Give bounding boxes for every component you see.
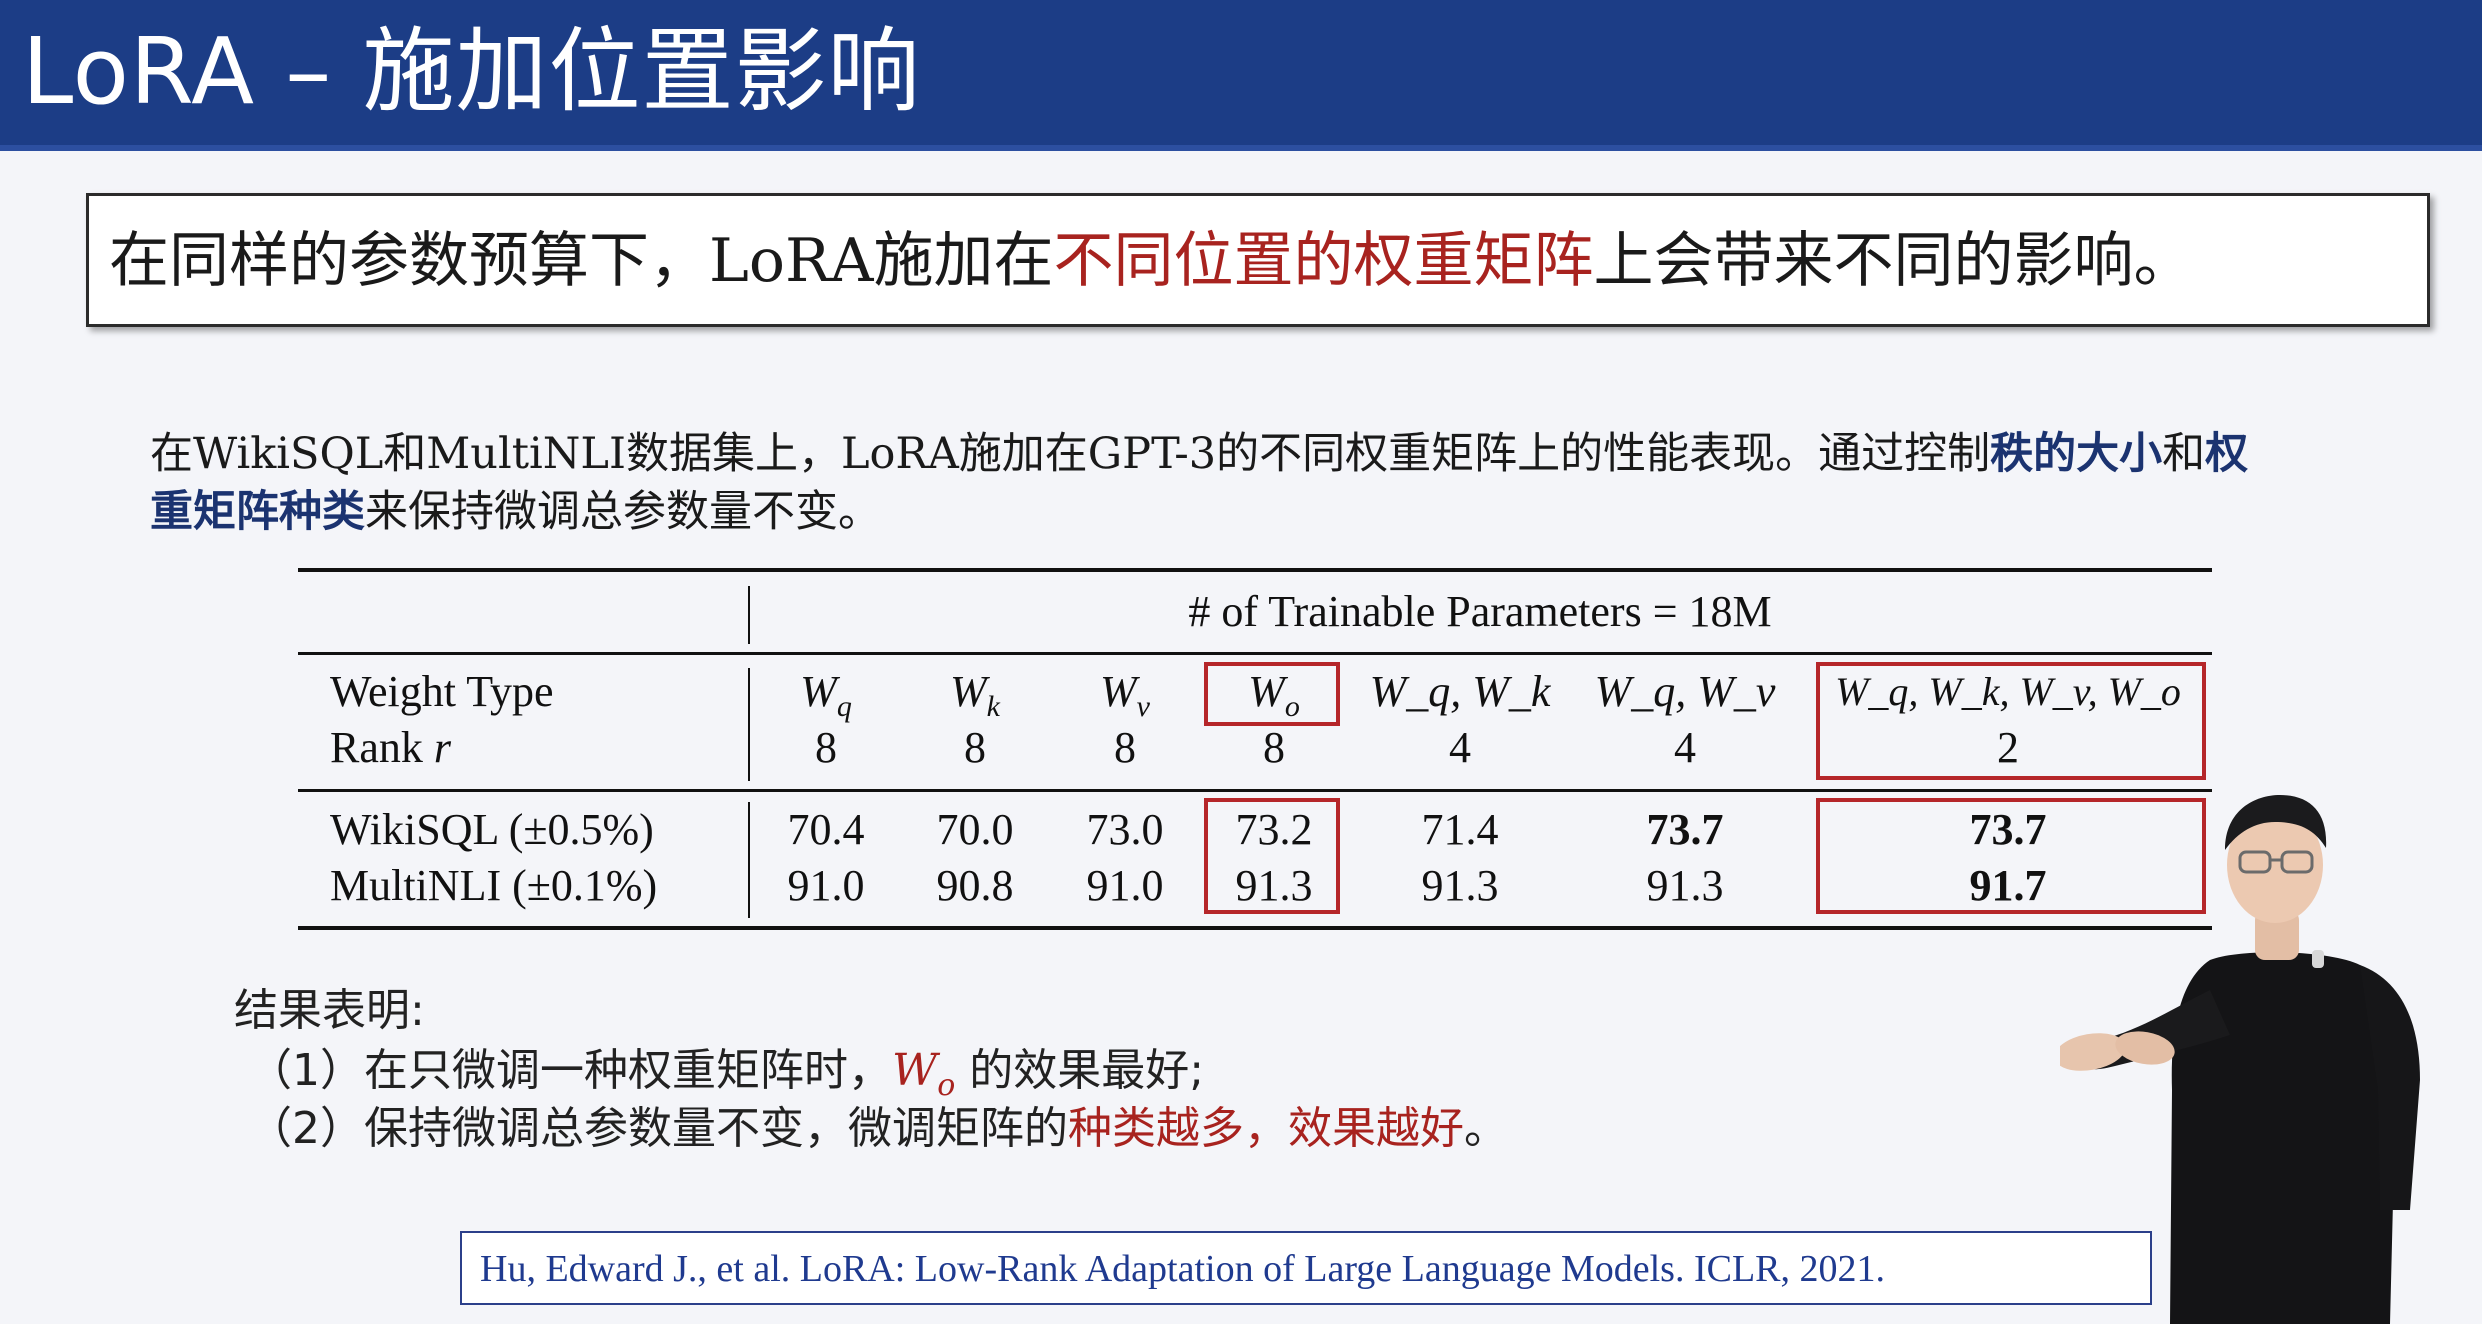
conclusion-item-2: （2）保持微调总参数量不变，微调矩阵的种类越多，效果越好。	[248, 1100, 1508, 1158]
conclusion-1-w: Wo	[892, 1045, 955, 1103]
description-part2: 和	[2162, 429, 2206, 479]
statement-before: 在同样的参数预算下，LoRA施加在	[109, 226, 1054, 296]
statement-box: 在同样的参数预算下，LoRA施加在不同位置的权重矩阵上会带来不同的影响。	[86, 193, 2430, 327]
slide-title: LoRA – 施加位置影响	[22, 18, 921, 125]
citation-text: Hu, Edward J., et al. LoRA: Low-Rank Ada…	[480, 1248, 1886, 1290]
presenter-figure-icon	[2060, 795, 2420, 1324]
conclusion-2-highlight: 种类越多，效果越好	[1068, 1103, 1464, 1154]
conclusion-2-suffix: 。	[1464, 1103, 1508, 1154]
statement-text: 在同样的参数预算下，LoRA施加在不同位置的权重矩阵上会带来不同的影响。	[109, 226, 2193, 296]
conclusion-1-w-symbol: W	[892, 1045, 938, 1096]
description-part1: 在WikiSQL和MultiNLI数据集上，LoRA施加在GPT-3的不同权重矩…	[150, 429, 1991, 479]
conclusion-1-w-subscript: o	[937, 1067, 956, 1103]
description-part3: 来保持微调总参数量不变。	[365, 487, 881, 537]
title-bar: LoRA – 施加位置影响	[0, 0, 2482, 151]
conclusion-item-1: （1）在只微调一种权重矩阵时，Wo 的效果最好;	[248, 1042, 1204, 1115]
conclusions-heading: 结果表明:	[234, 985, 425, 1036]
statement-after: 上会带来不同的影响。	[1593, 226, 2194, 296]
statement-highlight: 不同位置的权重矩阵	[1053, 226, 1594, 296]
citation-box: Hu, Edward J., et al. LoRA: Low-Rank Ada…	[460, 1231, 2152, 1305]
description-bold-weight-types: 权重矩阵种类	[150, 429, 2249, 537]
conclusion-2-prefix: （2）保持微调总参数量不变，微调矩阵的	[248, 1103, 1068, 1154]
conclusion-1-suffix: 的效果最好;	[955, 1045, 1205, 1096]
conclusion-1-prefix: （1）在只微调一种权重矩阵时，	[248, 1045, 892, 1096]
description-paragraph: 在WikiSQL和MultiNLI数据集上，LoRA施加在GPT-3的不同权重矩…	[150, 425, 2270, 541]
description-bold-rank: 秩的大小	[1990, 429, 2163, 479]
